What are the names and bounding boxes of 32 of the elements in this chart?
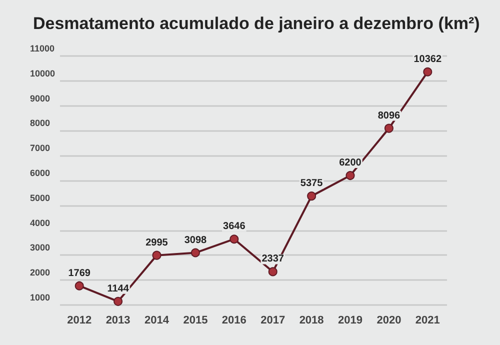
x-tick-label: 2014 [144, 314, 170, 326]
y-tick-label: 9000 [30, 93, 50, 104]
data-label: 3646 [223, 221, 246, 232]
x-tick-label: 2020 [376, 314, 402, 326]
y-tick-label: 8000 [30, 118, 50, 128]
y-tick-label: 7000 [30, 143, 50, 154]
data-label: 3098 [184, 234, 208, 246]
x-tick-label: 2018 [299, 314, 324, 326]
data-label: 2337 [262, 254, 284, 265]
y-tick-label: 1000 [30, 292, 50, 302]
x-tick-label: 2012 [67, 314, 92, 326]
y-tick-label: 3000 [30, 242, 50, 253]
y-tick-label: 6000 [30, 168, 50, 178]
chart-title: Desmatamento acumulado de janeiro a dezembro (km²) [33, 14, 480, 33]
x-tick-label: 2019 [338, 314, 362, 326]
data-label: 8096 [378, 110, 401, 122]
data-label: 6200 [339, 158, 362, 169]
x-tick-label: 2016 [222, 314, 246, 326]
data-label: 1144 [107, 283, 130, 294]
y-tick-label: 10000 [30, 68, 56, 78]
x-tick-label: 2015 [183, 314, 208, 326]
data-label: 2995 [146, 237, 168, 248]
y-tick-label: 2000 [30, 268, 50, 278]
data-label: 5375 [300, 178, 324, 190]
x-tick-label: 2017 [260, 314, 286, 326]
data-label: 10362 [414, 54, 442, 65]
y-tick-label: 4000 [30, 218, 50, 228]
data-label: 1769 [68, 268, 91, 279]
x-tick-label: 2013 [106, 314, 130, 326]
y-tick-label: 5000 [30, 192, 50, 203]
y-tick-label: 11000 [30, 44, 55, 54]
x-tick-label: 2021 [415, 314, 440, 326]
